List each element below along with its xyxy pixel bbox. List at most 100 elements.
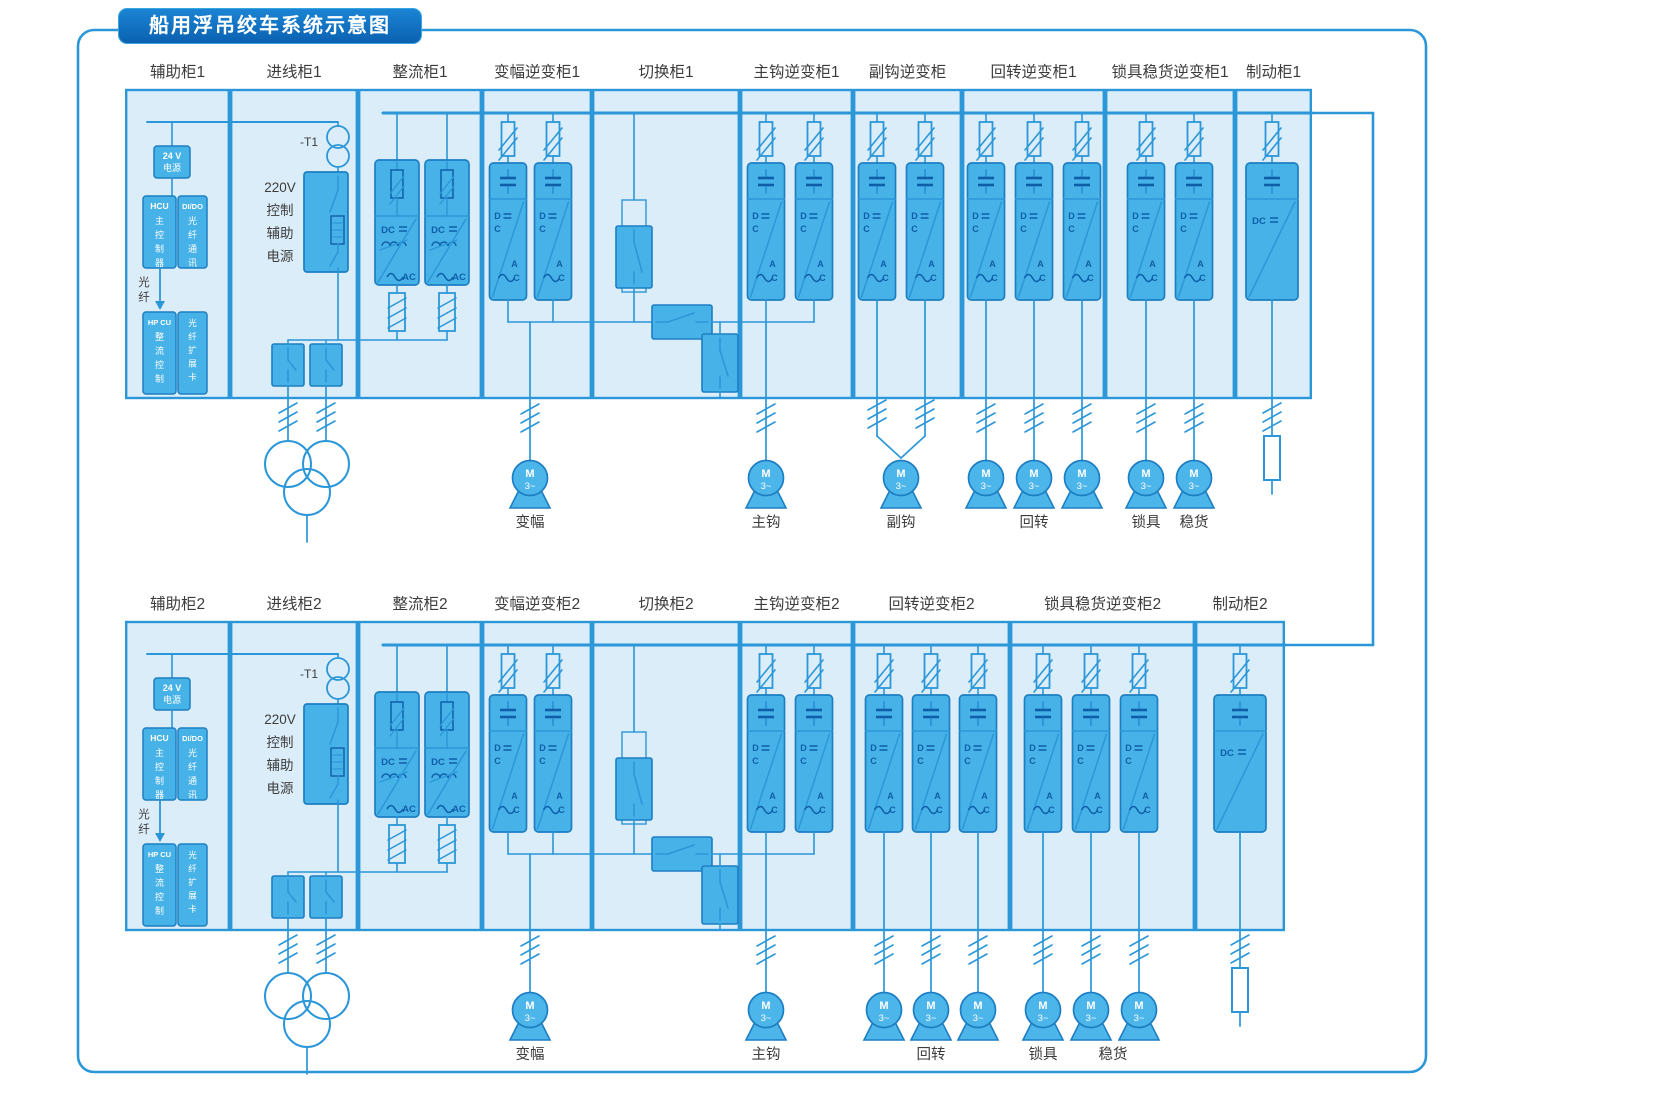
converter-diagonal: [427, 218, 467, 283]
motor-phase-text: 3~: [973, 1013, 984, 1024]
motor-icon: [511, 991, 549, 1029]
motor-m-text: M: [879, 1000, 888, 1012]
motor-phase-text: 3~: [1134, 1013, 1145, 1024]
phase-slash-icon: [867, 408, 887, 420]
converter-diagonal: [908, 201, 942, 298]
ac-text: A: [989, 259, 996, 269]
converter-diagonal: [749, 733, 783, 830]
ctrl-power-label: 220V: [264, 180, 296, 195]
cabinet-header-label: 进线柜1: [266, 63, 321, 81]
ac-text: C: [1087, 273, 1094, 283]
ac-text: A: [1085, 259, 1092, 269]
ext-card-text: 卡: [188, 904, 197, 914]
ac-sine-icon: [542, 273, 561, 283]
phase-slash-icon: [968, 953, 988, 965]
cabinet-header-label: 回转逆变柜2: [888, 595, 974, 613]
t1-label: -T1: [300, 135, 318, 149]
t1-transformer-icon: [326, 125, 350, 149]
ac-text: C: [983, 805, 990, 815]
phase-slash-icon: [1184, 412, 1204, 424]
main-transformer-icon: [264, 440, 312, 488]
hpcu-text: 控: [155, 891, 164, 902]
ac-text: A: [1037, 259, 1044, 269]
converter-diagonal: [867, 733, 901, 830]
motor-label: 主钩: [752, 514, 781, 531]
phase-slash-icon: [1024, 403, 1044, 415]
hpcu-text: 流: [155, 877, 164, 888]
ext-card-text: 展: [188, 359, 197, 369]
fuse-slash-icon: [1136, 137, 1156, 161]
vee-wire: [876, 435, 902, 459]
ac-text: A: [1197, 259, 1204, 269]
fuse-slash-icon: [756, 659, 776, 683]
phase-slash-icon: [915, 408, 935, 420]
diagram-title: 船用浮吊绞车系统示意图: [118, 8, 422, 44]
ac-text: C: [936, 805, 943, 815]
converter-diagonal: [491, 733, 525, 830]
ac-text: C: [558, 273, 565, 283]
converter-diagonal: [1129, 201, 1163, 298]
ac-text: A: [928, 259, 935, 269]
motor-icon: [1127, 459, 1165, 497]
fuse-slash-icon: [1230, 669, 1250, 693]
dido-box: [177, 727, 208, 801]
ac-sine-icon: [436, 272, 454, 282]
hpcu-text: 整: [155, 331, 164, 342]
phase-slash-icon: [520, 421, 540, 433]
hcu-text: 主: [155, 747, 164, 758]
converter-diagonal: [797, 733, 831, 830]
phase-slash-icon: [921, 953, 941, 965]
converter-diagonal: [969, 201, 1003, 298]
fuse-slash-icon: [1129, 659, 1149, 683]
cabinet-header-label: 回转逆变柜1: [990, 63, 1076, 81]
fuse-slash-icon: [756, 137, 776, 161]
cabinet-header-label: 辅助柜1: [150, 63, 205, 81]
dc-text: C: [800, 224, 807, 234]
ctrl-power-label: 辅助: [267, 758, 294, 773]
cabinet-header-label: 锁具稳货逆变柜2: [1044, 595, 1161, 613]
ac-text: C: [1199, 273, 1206, 283]
motor-phase-text: 3~: [1141, 481, 1152, 492]
motor-icon: [747, 459, 785, 497]
dc-text: D: [1077, 743, 1084, 753]
phase-slash-icon: [1072, 403, 1092, 415]
switch-icon: [325, 359, 335, 371]
hpcu-text: 制: [155, 905, 164, 916]
ext-card-text: 扩: [188, 877, 197, 887]
converter-diagonal: [860, 201, 894, 298]
phase-slash-icon: [1033, 944, 1053, 956]
t1-label: -T1: [300, 667, 318, 681]
fuse-slash-icon: [389, 717, 405, 737]
phase-slash-icon: [316, 934, 336, 946]
motor-m-text: M: [761, 468, 770, 480]
ext-card-box: [177, 843, 208, 927]
ac-sine-icon: [1080, 805, 1099, 815]
phase-slash-icon: [867, 417, 887, 429]
motor-label: 锁具: [1029, 1046, 1058, 1063]
dido-text: 纤: [188, 761, 197, 772]
ac-sine-icon: [920, 805, 939, 815]
ext-card-text: 展: [188, 891, 197, 901]
phase-slash-icon: [1262, 402, 1282, 414]
switch-icon: [287, 359, 297, 371]
fuse-slash-icon: [1081, 659, 1101, 683]
fuse-slash-icon: [976, 127, 996, 151]
motor-label: 变幅: [516, 1046, 545, 1063]
phase-slash-icon: [520, 935, 540, 947]
motor-m-text: M: [981, 468, 990, 480]
ext-card-text: 光: [188, 850, 197, 860]
ac-text: C: [1096, 805, 1103, 815]
ac-sine-icon: [755, 273, 774, 283]
fuse-slash-icon: [874, 659, 894, 683]
fiber-arrow-icon: [155, 833, 165, 842]
ac-sine-icon: [386, 272, 404, 282]
motor-phase-text: 3~: [981, 481, 992, 492]
dido-text: DI/DO: [182, 734, 203, 743]
dc-text: DC: [381, 757, 395, 768]
ac-text: C: [513, 805, 520, 815]
fuse-slash-icon: [543, 659, 563, 683]
ac-text: AC: [402, 804, 416, 815]
phase-slash-icon: [520, 412, 540, 424]
ac-text: A: [934, 791, 941, 801]
